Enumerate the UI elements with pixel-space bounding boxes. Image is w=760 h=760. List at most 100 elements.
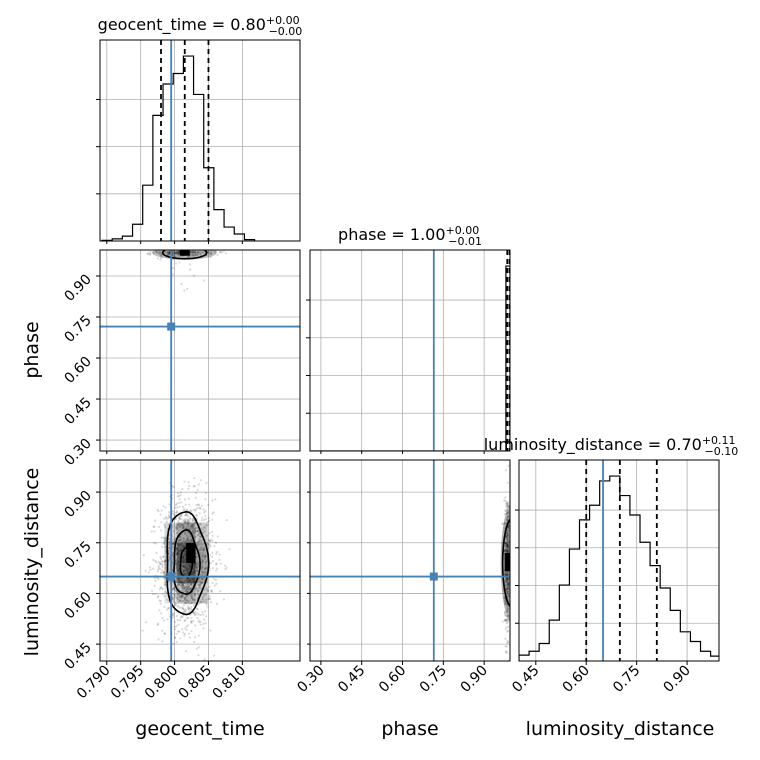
sample-point [198, 549, 201, 552]
sample-point [204, 518, 207, 521]
sample-point [199, 623, 202, 626]
sample-point [505, 535, 508, 539]
sample-point [506, 629, 510, 633]
sample-point [160, 612, 163, 615]
sample-point [191, 525, 194, 528]
sample-point [505, 541, 508, 545]
sample-point [163, 537, 166, 540]
sample-point [199, 580, 202, 583]
sample-point [218, 553, 221, 556]
sample-point [507, 529, 510, 532]
sample-point [158, 251, 161, 255]
sample-point [187, 585, 190, 588]
sample-point [152, 567, 155, 570]
sample-point [507, 546, 510, 549]
sample-point [215, 602, 219, 605]
sample-point [506, 571, 510, 574]
sample-point [190, 251, 193, 254]
sample-point [207, 543, 210, 546]
sample-point [505, 573, 508, 577]
sample-point [202, 549, 205, 552]
sample-point [506, 508, 509, 512]
sample-point [181, 584, 185, 587]
sample-point [174, 527, 177, 530]
sample-point [189, 539, 192, 542]
sample-point [506, 548, 509, 552]
sample-point [167, 252, 170, 255]
sample-point [197, 540, 201, 543]
panel-frame [99, 39, 301, 242]
sample-point [503, 550, 506, 553]
sample-point [506, 619, 509, 623]
sample-point [507, 582, 510, 586]
sample-point [156, 251, 159, 254]
sample-point [175, 251, 178, 254]
sample-point [162, 504, 165, 508]
sample-point [503, 549, 507, 552]
sample-point [506, 532, 509, 535]
sample-point [191, 594, 194, 597]
sample-point [172, 587, 175, 590]
sample-point [504, 610, 507, 613]
sample-point [507, 542, 510, 546]
sample-point [179, 494, 182, 497]
sample-point [200, 561, 204, 564]
sample-point [195, 555, 198, 559]
sample-point [193, 251, 197, 254]
sample-point [177, 253, 180, 256]
sample-point [201, 578, 204, 581]
sample-point [184, 503, 187, 506]
sample-point [191, 530, 194, 533]
x-tick-label: 0.795 [108, 663, 148, 703]
sample-point [185, 522, 188, 525]
sample-point [506, 577, 509, 580]
sample-point [193, 602, 196, 605]
sample-point [208, 251, 211, 254]
sample-point [200, 563, 204, 566]
sample-point [507, 505, 510, 509]
sample-point [189, 254, 192, 257]
panel-title-phase: phase = 1.00+0.00 −0.01 [338, 224, 482, 248]
sample-point [224, 568, 227, 571]
sample-point [506, 543, 509, 547]
sample-point [163, 523, 166, 526]
sample-point [504, 512, 508, 515]
sample-point [177, 523, 180, 526]
sample-point [184, 526, 187, 529]
sample-point [205, 524, 208, 527]
sample-point [196, 612, 199, 615]
sample-point [214, 541, 218, 544]
sample-point [193, 476, 196, 480]
sample-point [163, 570, 166, 573]
sample-point [507, 577, 510, 580]
sample-point [192, 534, 196, 537]
sample-point [176, 596, 179, 600]
sample-point [196, 569, 199, 572]
sample-point [504, 628, 508, 631]
sample-point [174, 589, 177, 592]
sample-point [189, 583, 193, 586]
sample-point [505, 517, 508, 520]
sample-point [208, 597, 211, 600]
sample-point [186, 605, 189, 608]
sample-point [207, 547, 211, 550]
sample-point [506, 605, 509, 608]
sample-point [201, 570, 205, 573]
sample-point [160, 251, 163, 254]
sample-point [187, 600, 190, 603]
sample-point [180, 524, 183, 527]
sample-point [150, 530, 153, 533]
sample-point [504, 549, 507, 552]
sample-point [195, 491, 198, 495]
sample-point [504, 548, 507, 551]
sample-point [181, 606, 184, 609]
sample-point [165, 250, 168, 253]
sample-point [193, 594, 196, 597]
sample-point [188, 632, 191, 635]
sample-point [201, 555, 205, 559]
sample-point [214, 578, 217, 582]
sample-point [187, 522, 190, 525]
sample-point [156, 508, 159, 512]
sample-point [184, 596, 187, 599]
sample-point [178, 599, 181, 602]
